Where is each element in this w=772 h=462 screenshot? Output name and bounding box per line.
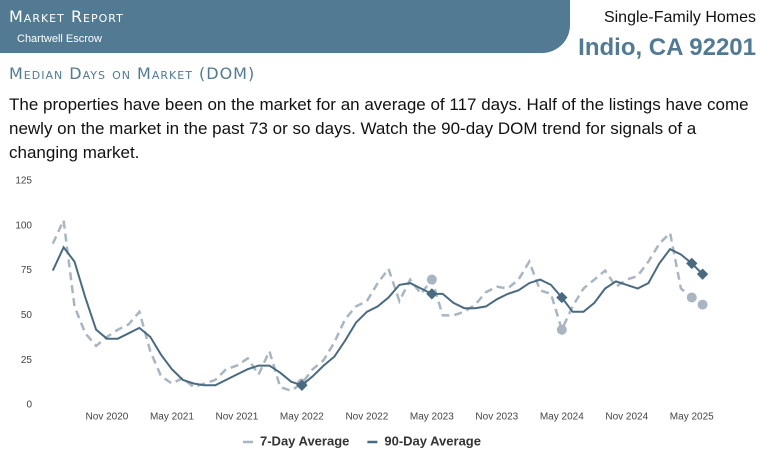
y-tick-label: 100: [15, 220, 32, 231]
x-tick-label: May 2023: [410, 412, 454, 423]
legend-label: 7-Day Average: [260, 433, 349, 448]
report-subtitle: Chartwell Escrow: [17, 33, 102, 45]
header-band: Market Report Chartwell Escrow: [0, 0, 570, 53]
marker-circle: [556, 324, 567, 335]
y-tick-label: 25: [21, 355, 33, 366]
x-tick-label: May 2022: [280, 412, 324, 423]
x-tick-label: Nov 2020: [86, 412, 129, 423]
marker-diamond: [426, 288, 438, 300]
location: Indio, CA 92201: [578, 34, 756, 61]
x-tick-label: Nov 2022: [345, 412, 388, 423]
series-line: [51, 245, 704, 387]
property-type: Single-Family Homes: [603, 9, 756, 26]
x-tick-label: Nov 2024: [605, 412, 648, 423]
report-title: Market Report: [9, 7, 124, 26]
y-tick-label: 75: [21, 265, 33, 276]
x-tick-label: May 2021: [150, 412, 194, 423]
x-tick-label: May 2025: [670, 412, 714, 423]
series-line: [51, 215, 704, 393]
x-tick-label: Nov 2021: [216, 412, 259, 423]
marker-diamond: [696, 268, 709, 280]
section-title: Median Days on Market (DOM): [9, 64, 256, 83]
marker-diamond: [556, 291, 568, 304]
marker-circle: [697, 299, 708, 310]
marker-diamond: [686, 257, 698, 270]
marker-circle: [686, 292, 697, 303]
x-tick-label: May 2024: [540, 412, 584, 423]
y-tick-label: 50: [21, 310, 33, 321]
legend-label: 90-Day Average: [384, 433, 481, 448]
y-tick-label: 0: [26, 400, 32, 411]
marker-circle: [426, 274, 437, 285]
marker-diamond: [296, 379, 308, 391]
x-tick-label: Nov 2023: [475, 412, 518, 423]
description: The properties have been on the market f…: [9, 95, 749, 162]
y-tick-label: 125: [15, 176, 32, 187]
